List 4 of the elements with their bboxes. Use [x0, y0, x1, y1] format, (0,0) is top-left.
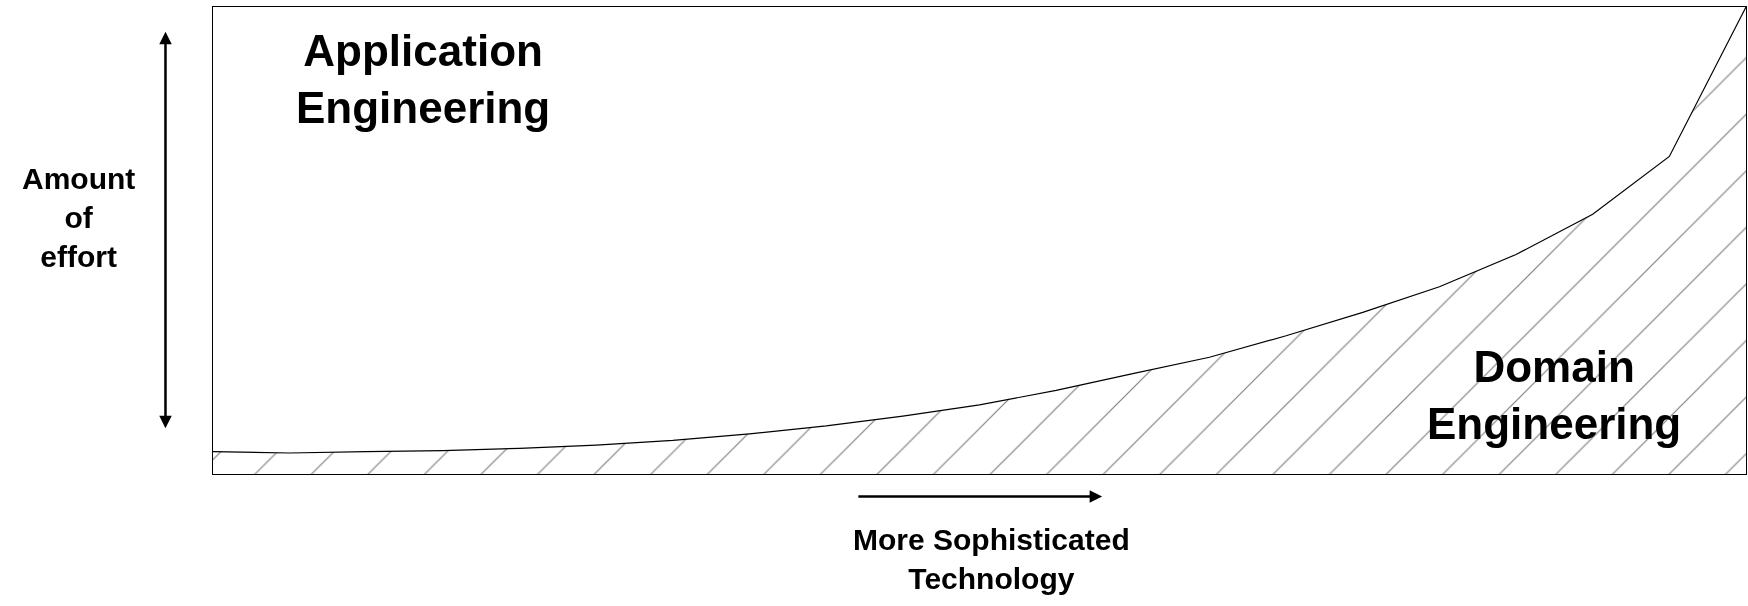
y-axis-title: Amount of effort	[22, 162, 136, 273]
x-axis-title: More Sophisticated Technology	[853, 523, 1130, 595]
annotation: Domain Engineering	[1427, 342, 1682, 449]
annotation: Application Engineering	[296, 26, 551, 133]
